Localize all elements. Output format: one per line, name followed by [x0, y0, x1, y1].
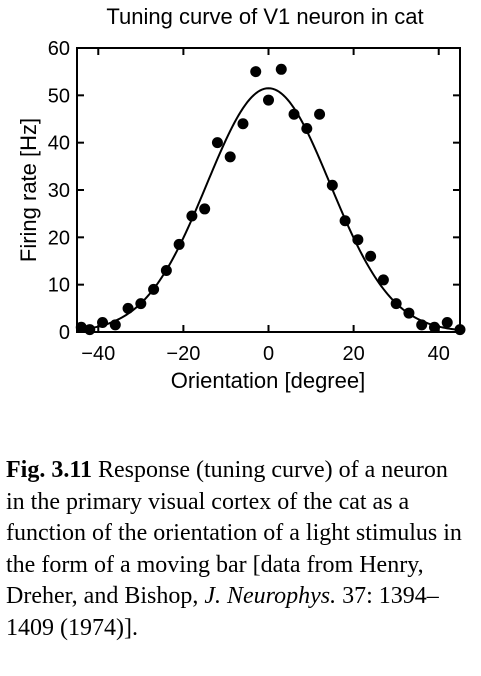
data-point: [122, 302, 134, 314]
data-point: [224, 151, 236, 163]
fit-curve: [76, 87, 461, 332]
figure-caption: Fig. 3.11 Response (tuning curve) of a n…: [6, 455, 472, 644]
plot-frame: [76, 47, 461, 333]
data-point: [186, 210, 198, 222]
data-point: [390, 298, 402, 310]
data-point: [97, 317, 109, 329]
data-point: [441, 317, 453, 329]
data-point: [326, 179, 338, 191]
data-point: [237, 118, 249, 130]
x-tick-label: 40: [428, 343, 450, 365]
data-point: [75, 321, 87, 333]
caption-text: Response (tuning curve) of a neuron in t…: [6, 457, 462, 609]
data-point: [301, 122, 313, 134]
y-tick-label: 40: [48, 133, 70, 155]
x-tick-label: −20: [166, 343, 200, 365]
data-point: [263, 94, 274, 106]
y-tick-label: 0: [59, 322, 70, 344]
x-axis-label: Orientation [degree]: [171, 368, 365, 393]
data-point: [288, 108, 300, 120]
y-tick-label: 20: [48, 227, 70, 249]
caption-text-end: 37: 1394–1409 (1974)].: [6, 583, 439, 641]
tuning-curve-chart: Tuning curve of V1 neuron in cat 0 10 20 30…: [16, 4, 466, 393]
y-tick-label: 50: [48, 85, 70, 107]
data-point: [339, 215, 351, 227]
y-tick-label: 10: [48, 275, 70, 297]
data-point: [84, 324, 96, 336]
data-point: [314, 108, 326, 120]
data-point: [109, 319, 121, 331]
data-point: [454, 324, 466, 336]
data-point: [160, 264, 172, 276]
y-tick-label: 30: [48, 180, 70, 202]
figure-label: Fig. 3.11: [6, 457, 93, 483]
data-points: [75, 63, 466, 336]
x-axis: −40 −20 0 20 40: [81, 48, 450, 365]
data-point: [135, 298, 147, 310]
data-point: [365, 250, 377, 262]
data-point: [275, 63, 287, 75]
x-tick-label: 0: [263, 343, 274, 365]
data-point: [352, 234, 364, 246]
data-point: [148, 283, 160, 295]
data-point: [173, 238, 185, 250]
data-point: [377, 274, 389, 286]
data-point: [428, 321, 440, 333]
y-tick-label: 60: [48, 38, 70, 60]
data-point: [416, 319, 428, 331]
y-axis: 0 10 20 30 40 50 60: [48, 38, 460, 344]
y-axis-label: Firing rate [Hz]: [16, 118, 41, 262]
caption-journal: J. Neurophys.: [204, 583, 337, 609]
x-tick-label: −40: [81, 343, 115, 365]
data-point: [199, 203, 211, 215]
x-tick-label: 20: [342, 343, 364, 365]
data-point: [211, 137, 223, 149]
data-point: [403, 307, 415, 319]
data-point: [250, 66, 262, 78]
chart-title: Tuning curve of V1 neuron in cat: [106, 4, 423, 29]
